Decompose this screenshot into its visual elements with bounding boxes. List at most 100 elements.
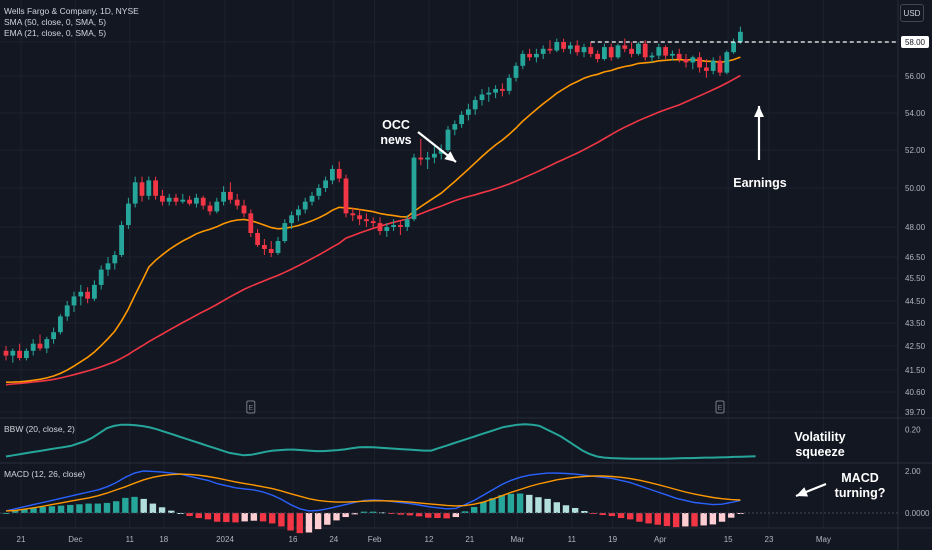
candle-body (418, 157, 424, 160)
price-tick-label: 41.50 (905, 366, 926, 375)
macd-hist-bar (544, 498, 551, 513)
macd-hist-bar (195, 513, 202, 519)
legend-symbol: Wells Fargo & Company, 1D, NYSE (4, 6, 139, 16)
candle-body (520, 53, 526, 66)
candle-body (71, 296, 77, 306)
candle-body (126, 203, 131, 226)
candle-body (296, 209, 301, 216)
candle-body (404, 219, 410, 227)
candle-body (119, 225, 124, 255)
macd-hist-bar (30, 507, 37, 513)
macd-hist-bar (645, 513, 652, 524)
macd-hist-bar (186, 513, 193, 517)
candle-body (513, 65, 519, 78)
candle-body (731, 42, 736, 53)
current-price-badge (901, 36, 929, 48)
occ-annotation-line2: news (380, 133, 412, 147)
macd-hist-bar (379, 512, 386, 514)
candle-body (561, 42, 566, 49)
candle-body (350, 213, 356, 216)
candle-body (336, 169, 342, 179)
candle-body (622, 45, 628, 49)
candle-body (493, 88, 498, 93)
candle-body (649, 55, 655, 58)
candle-body (629, 48, 634, 54)
occ-news-annotation: OCC news (376, 118, 416, 148)
signal-line (5, 473, 741, 512)
candle-body (160, 195, 165, 202)
candle-body (58, 316, 63, 333)
macd-hist-bar (480, 501, 487, 513)
macd-hist-bar (617, 513, 625, 519)
candle-body (432, 153, 437, 158)
price-tick-label: 45.50 (905, 274, 926, 283)
earnings-marker-icon: E (715, 400, 725, 414)
candles (3, 26, 743, 363)
macd-hist-bar (682, 513, 689, 527)
candle-body (343, 178, 349, 214)
price-tick-label: 56.00 (905, 72, 926, 81)
time-tick-label: 21 (17, 535, 26, 544)
candle-body (10, 350, 16, 356)
macd-pane-label[interactable]: MACD (12, 26, close) (4, 469, 86, 479)
occ-annotation-line1: OCC (382, 118, 410, 132)
price-tick-label: 44.50 (905, 297, 926, 306)
time-tick-label: 18 (159, 535, 168, 544)
bbw-pane-label[interactable]: BBW (20, close, 2) (4, 424, 75, 434)
time-tick-label: 11 (126, 535, 135, 544)
candle-body (738, 31, 743, 42)
price-tick-label: 39.70 (905, 408, 926, 417)
candle-body (670, 53, 675, 56)
candle-body (636, 43, 641, 54)
candle-body (391, 225, 396, 227)
macd-hist-bar (608, 513, 616, 517)
macd-hist-bar (663, 513, 671, 527)
macd-hist-bar (94, 503, 101, 513)
macd-hist-bar (232, 513, 239, 523)
macd-annotation: MACD turning? (830, 471, 890, 501)
candle-body (486, 92, 492, 95)
legend-sma[interactable]: SMA (50, close, 0, SMA, 5) (4, 17, 107, 27)
currency-button[interactable]: USD (900, 4, 924, 22)
occ-arrow-icon-head (444, 151, 456, 162)
price-tick-label: 43.50 (905, 319, 926, 328)
candle-body (534, 53, 539, 58)
candle-body (452, 124, 458, 130)
macd-hist-bar (140, 498, 147, 513)
macd-hist-bar (67, 504, 74, 513)
candle-body (459, 114, 464, 125)
macd-hist-bar (553, 502, 560, 513)
legend-ema[interactable]: EMA (21, close, 0, SMA, 5) (4, 28, 107, 38)
candle-body (656, 47, 662, 56)
time-tick-label: 24 (329, 535, 338, 544)
macd-hist-bar (21, 508, 28, 513)
candle-body (44, 339, 50, 349)
macd-hist-bar (351, 513, 359, 515)
macd-hist-bar (342, 513, 349, 518)
macd-hist-bar (48, 506, 56, 513)
macd-hist-bar (489, 498, 496, 513)
candle-body (663, 47, 668, 56)
candle-body (17, 350, 22, 358)
ema-line (5, 56, 741, 383)
price-tick-label: 48.00 (905, 223, 926, 232)
candle-body (710, 60, 716, 71)
price-tick-label: 50.00 (905, 184, 926, 193)
macd-hist-bar (241, 513, 248, 522)
price-tick-label: 42.50 (905, 342, 926, 351)
macd-hist-bar (76, 504, 83, 513)
price-tick-label: 40.60 (905, 388, 926, 397)
time-tick-label: Apr (654, 535, 667, 544)
candle-body (166, 197, 172, 202)
candle-body (724, 52, 730, 73)
svg-text:E: E (718, 405, 723, 412)
macd-hist-bar (333, 513, 340, 521)
macd-hist-bar (672, 513, 680, 528)
candle-body (262, 245, 267, 249)
macd-hist-bar (562, 505, 570, 513)
candle-body (466, 109, 471, 115)
svg-text:E: E (248, 405, 253, 412)
candle-body (78, 291, 84, 297)
macd-hist-bar (700, 513, 707, 526)
